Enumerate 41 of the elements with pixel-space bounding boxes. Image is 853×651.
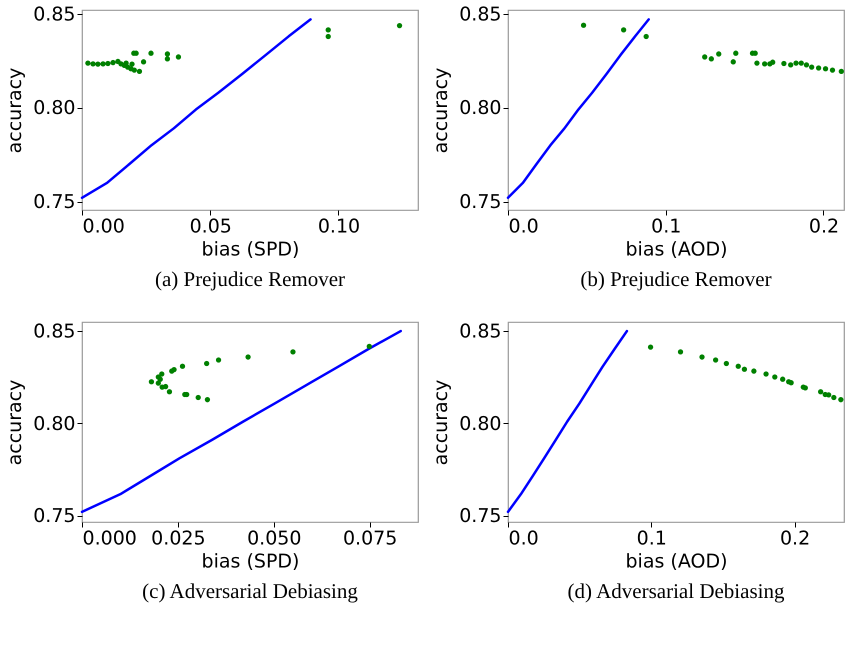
x-tick-label: 0.0 — [508, 216, 539, 238]
x-tick-label: 0.1 — [651, 216, 682, 238]
x-axis-title: bias (AOD) — [626, 238, 728, 260]
y-tick-label: 0.75 — [33, 191, 76, 214]
y-axis-title: accuracy — [4, 380, 26, 466]
text: (b) Prejudice Remover — [580, 267, 772, 291]
y-tick-label: 0.75 — [33, 505, 76, 528]
y-tick-label: 0.80 — [33, 412, 76, 435]
x-tick-label: 0.05 — [190, 216, 232, 238]
x-tick-label: 0.1 — [636, 528, 667, 550]
y-tick-label: 0.85 — [459, 320, 502, 343]
y-tick-label: 0.80 — [459, 412, 502, 435]
line-series — [80, 18, 312, 200]
y-axis-title: accuracy — [4, 68, 26, 154]
text: (a) Prejudice Remover — [154, 267, 346, 291]
x-tick-label: 0.000 — [82, 528, 137, 550]
y-axis-title: accuracy — [430, 68, 452, 154]
x-tick-label: 0.2 — [808, 216, 840, 238]
x-tick-label: 0.050 — [247, 528, 302, 550]
x-axis-title: bias (SPD) — [202, 238, 300, 260]
x-tick-label: 0.00 — [82, 216, 125, 238]
x-axis-title: bias (SPD) — [202, 550, 300, 572]
line-series — [506, 330, 628, 514]
x-axis-title: bias (AOD) — [626, 550, 728, 572]
x-tick-label: 0.0 — [508, 528, 539, 550]
y-tick-label: 0.85 — [459, 3, 502, 26]
x-tick-label: 0.075 — [342, 528, 398, 550]
text: (c) Adversarial Debiasing — [142, 579, 358, 603]
text: (d) Adversarial Debiasing — [568, 579, 785, 603]
y-tick-label: 0.75 — [459, 505, 502, 528]
y-tick-label: 0.80 — [33, 97, 76, 120]
y-axis-title: accuracy — [430, 380, 452, 466]
y-tick-label: 0.85 — [33, 320, 76, 343]
y-tick-label: 0.85 — [33, 3, 76, 26]
y-tick-label: 0.80 — [459, 97, 502, 120]
line-series — [80, 330, 402, 514]
x-tick-label: 0.10 — [318, 216, 360, 238]
x-tick-label: 0.2 — [780, 528, 810, 550]
x-tick-label: 0.025 — [151, 528, 206, 550]
y-tick-label: 0.75 — [459, 191, 502, 214]
line-series — [506, 18, 650, 200]
